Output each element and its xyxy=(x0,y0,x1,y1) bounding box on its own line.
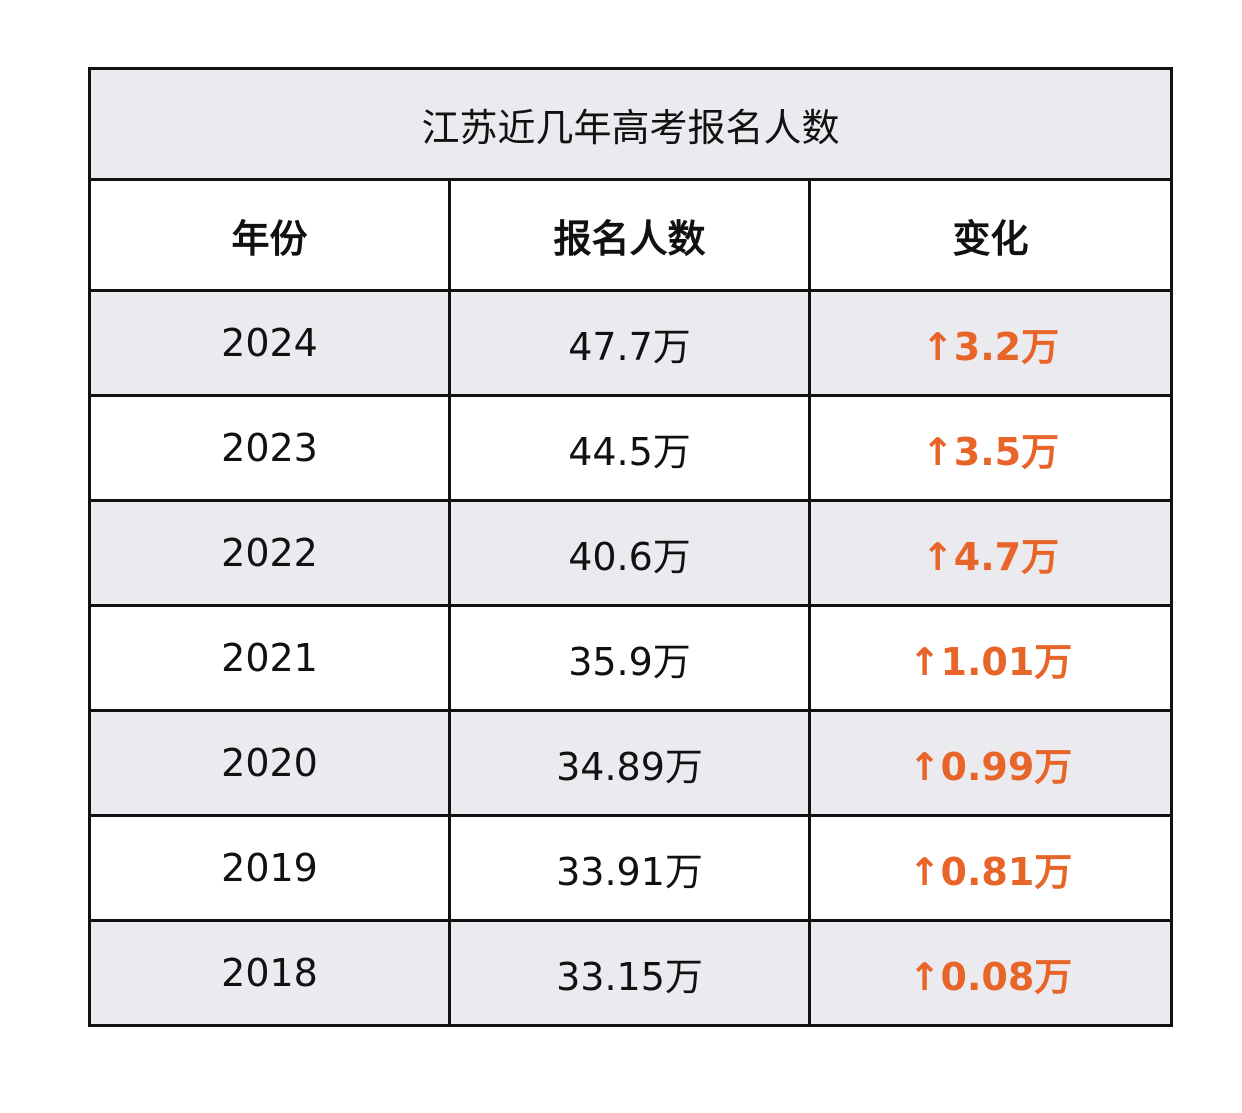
year-cell: 2020 xyxy=(88,709,451,817)
change-cell: ↑3.5万 xyxy=(807,394,1174,502)
count-cell: 44.5万 xyxy=(448,394,811,502)
change-cell: ↑3.2万 xyxy=(807,289,1174,397)
year-cell: 2022 xyxy=(88,499,451,607)
column-header-year: 年份 xyxy=(88,178,451,292)
table-row: 2021 35.9万 ↑1.01万 xyxy=(88,604,1174,712)
table-header-row: 年份 报名人数 变化 xyxy=(88,178,1174,292)
table-row: 2024 47.7万 ↑3.2万 xyxy=(88,289,1174,397)
table-row: 2022 40.6万 ↑4.7万 xyxy=(88,499,1174,607)
change-cell: ↑0.08万 xyxy=(807,919,1174,1027)
count-cell: 40.6万 xyxy=(448,499,811,607)
year-cell: 2023 xyxy=(88,394,451,502)
table-row: 2023 44.5万 ↑3.5万 xyxy=(88,394,1174,502)
table-row: 2020 34.89万 ↑0.99万 xyxy=(88,709,1174,817)
change-cell: ↑4.7万 xyxy=(807,499,1174,607)
change-cell: ↑1.01万 xyxy=(807,604,1174,712)
change-cell: ↑0.81万 xyxy=(807,814,1174,922)
count-cell: 47.7万 xyxy=(448,289,811,397)
table-title-row: 江苏近几年高考报名人数 xyxy=(87,67,1174,181)
year-cell: 2024 xyxy=(88,289,451,397)
count-cell: 34.89万 xyxy=(448,709,811,817)
column-header-change: 变化 xyxy=(807,178,1174,292)
enrollment-table-container: 江苏近几年高考报名人数 年份 报名人数 变化 2024 47.7万 ↑3.2万 … xyxy=(87,67,1174,1027)
year-cell: 2019 xyxy=(88,814,451,922)
year-cell: 2021 xyxy=(88,604,451,712)
column-header-count: 报名人数 xyxy=(448,178,811,292)
table-title: 江苏近几年高考报名人数 xyxy=(87,67,1174,181)
count-cell: 33.91万 xyxy=(448,814,811,922)
year-cell: 2018 xyxy=(88,919,451,1027)
count-cell: 33.15万 xyxy=(448,919,811,1027)
table-row: 2019 33.91万 ↑0.81万 xyxy=(88,814,1174,922)
change-cell: ↑0.99万 xyxy=(807,709,1174,817)
count-cell: 35.9万 xyxy=(448,604,811,712)
table-row: 2018 33.15万 ↑0.08万 xyxy=(88,919,1174,1027)
enrollment-table: 江苏近几年高考报名人数 年份 报名人数 变化 2024 47.7万 ↑3.2万 … xyxy=(87,67,1174,1027)
